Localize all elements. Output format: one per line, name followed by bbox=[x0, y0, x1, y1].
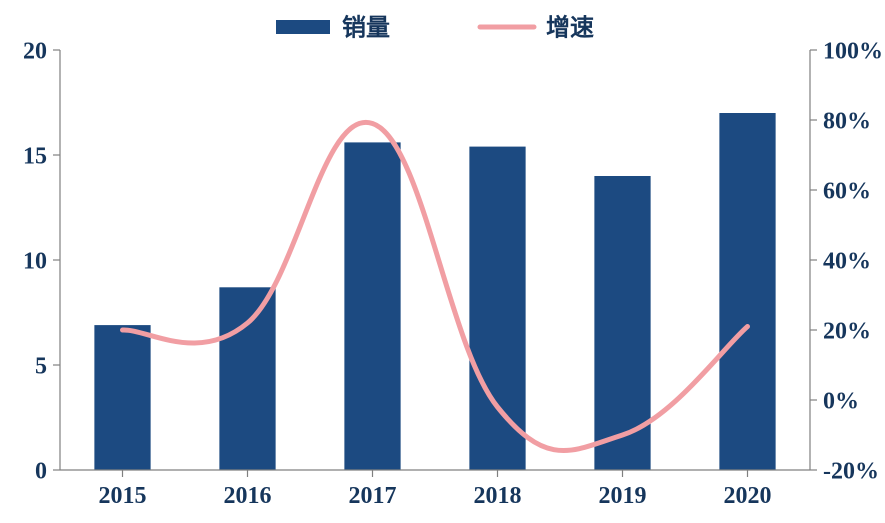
y-left-tick-label: 5 bbox=[35, 353, 47, 379]
x-tick-label: 2016 bbox=[224, 483, 272, 509]
y-left-tick-label: 0 bbox=[35, 458, 47, 484]
x-tick-label: 2019 bbox=[599, 483, 647, 509]
bar bbox=[719, 113, 775, 470]
legend-label: 增速 bbox=[546, 13, 594, 41]
chart-svg: 0 5 10 15 20 -20% 0% 20% 40% 60% 80% 100% 2015 2016 20… bbox=[0, 0, 885, 523]
y-right-tick-label: 40% bbox=[823, 248, 871, 274]
bar bbox=[469, 147, 525, 470]
y-right-tick-label: 0% bbox=[823, 388, 859, 414]
y-left-tick-label: 20 bbox=[23, 38, 47, 64]
bar bbox=[219, 287, 275, 470]
y-right-tick-label: 100% bbox=[823, 38, 883, 64]
legend-label: 销量 bbox=[342, 14, 390, 41]
x-tick-label: 2017 bbox=[349, 483, 397, 509]
y-right-tick-label: 80% bbox=[823, 108, 871, 134]
combo-chart: 0 5 10 15 20 -20% 0% 20% 40% 60% 80% 100% 2015 2016 20… bbox=[0, 0, 885, 523]
bar bbox=[94, 325, 150, 470]
y-left-tick-label: 10 bbox=[23, 248, 47, 274]
x-tick-label: 2015 bbox=[99, 483, 147, 509]
bar bbox=[344, 142, 400, 470]
legend-swatch bbox=[276, 20, 330, 34]
y-right-tick-label: -20% bbox=[823, 458, 879, 484]
x-tick-label: 2018 bbox=[474, 483, 522, 509]
y-left-tick-label: 15 bbox=[23, 143, 47, 169]
x-tick-label: 2020 bbox=[724, 483, 772, 509]
y-right-tick-label: 60% bbox=[823, 178, 871, 204]
y-right-tick-label: 20% bbox=[823, 318, 871, 344]
